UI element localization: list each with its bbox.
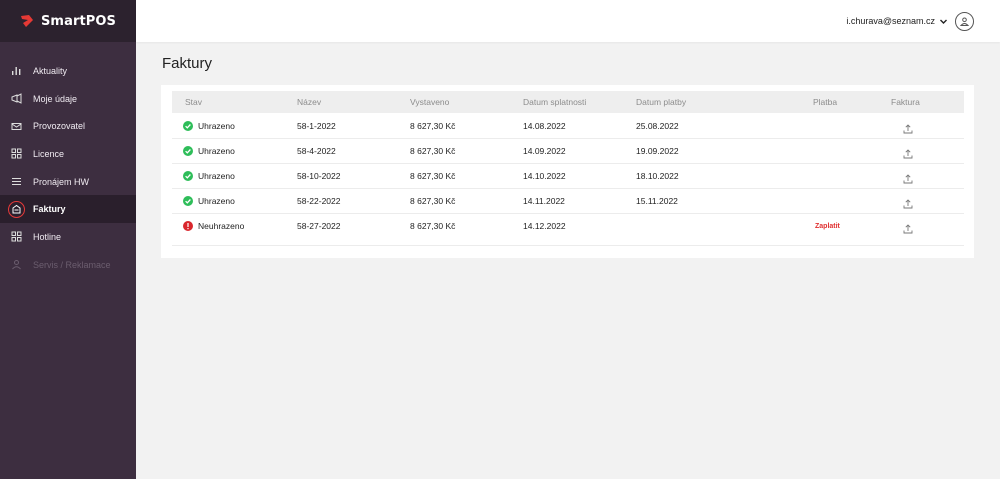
check-circle-icon xyxy=(183,170,193,181)
avatar[interactable] xyxy=(955,11,974,31)
sidebar-item-label: Faktury xyxy=(33,204,66,215)
download-invoice-icon[interactable] xyxy=(903,171,913,184)
table-row: Neuhrazeno 58-27-2022 8 627,30 Kč 14.12.… xyxy=(172,214,964,246)
sidebar-item-licence[interactable]: Licence xyxy=(0,140,136,168)
sidebar-item-moje-udaje[interactable]: Moje údaje xyxy=(0,85,136,113)
sidebar-item-label: Servis / Reklamace xyxy=(33,259,111,270)
error-circle-icon xyxy=(183,220,193,231)
page-title: Faktury xyxy=(162,55,213,72)
sidebar-item-provozovatel[interactable]: Provozovatel xyxy=(0,112,136,140)
person-icon xyxy=(10,258,23,271)
amount-cell: 8 627,30 Kč xyxy=(410,221,456,231)
status-cell: Uhrazeno xyxy=(183,164,235,189)
download-invoice-icon[interactable] xyxy=(903,146,913,159)
sidebar: SmartPOS Aktuality Moje údaje Provozovat… xyxy=(0,0,136,479)
list-icon xyxy=(10,175,23,188)
download-invoice-icon[interactable] xyxy=(903,121,913,134)
column-header-nazev: Název xyxy=(297,97,322,107)
grid-icon xyxy=(10,147,23,160)
status-cell: Neuhrazeno xyxy=(183,214,244,239)
sidebar-item-label: Aktuality xyxy=(33,65,68,76)
sidebar-item-label: Pronájem HW xyxy=(33,176,90,187)
column-header-datum-platby: Datum platby xyxy=(636,97,687,107)
brand-name: SmartPOS xyxy=(40,13,117,29)
user-email[interactable]: i.churava@seznam.cz xyxy=(846,16,935,26)
chevron-down-icon[interactable] xyxy=(939,17,948,26)
sidebar-item-label: Moje údaje xyxy=(33,93,78,104)
column-header-faktura: Faktura xyxy=(891,97,920,107)
column-header-datum-splatnosti: Datum splatnosti xyxy=(523,97,587,107)
paid-date-cell: 19.09.2022 xyxy=(636,146,679,156)
sidebar-item-servis-reklamace: Servis / Reklamace xyxy=(0,251,136,279)
amount-cell: 8 627,30 Kč xyxy=(410,196,456,206)
invoices-card: Stav Název Vystaveno Datum splatnosti Da… xyxy=(161,85,974,258)
sidebar-item-hotline[interactable]: Hotline xyxy=(0,223,136,251)
download-invoice-icon[interactable] xyxy=(903,196,913,209)
amount-cell: 8 627,30 Kč xyxy=(410,121,456,131)
sidebar-item-label: Provozovatel xyxy=(33,121,86,132)
table-row: Uhrazeno 58-22-2022 8 627,30 Kč 14.11.20… xyxy=(172,189,964,214)
paid-date-cell: 18.10.2022 xyxy=(636,171,679,181)
logo[interactable]: SmartPOS xyxy=(0,0,136,42)
download-invoice-icon[interactable] xyxy=(903,221,913,234)
name-cell: 58-27-2022 xyxy=(297,221,341,231)
amount-cell: 8 627,30 Kč xyxy=(410,146,456,156)
name-cell: 58-22-2022 xyxy=(297,196,341,206)
name-cell: 58-1-2022 xyxy=(297,121,336,131)
due-date-cell: 14.09.2022 xyxy=(523,146,566,156)
sidebar-item-faktury[interactable]: Faktury xyxy=(0,195,136,224)
mail-icon xyxy=(10,120,23,133)
paid-date-cell: 15.11.2022 xyxy=(636,196,678,206)
megaphone-icon xyxy=(10,92,23,105)
due-date-cell: 14.10.2022 xyxy=(523,171,566,181)
status-cell: Uhrazeno xyxy=(183,114,235,139)
due-date-cell: 14.12.2022 xyxy=(523,221,566,231)
bar-chart-icon xyxy=(10,64,23,77)
invoice-icon xyxy=(8,200,25,218)
column-header-vystaveno: Vystaveno xyxy=(410,97,450,107)
status-cell: Uhrazeno xyxy=(183,139,235,164)
sidebar-item-label: Licence xyxy=(33,148,65,159)
check-circle-icon xyxy=(183,195,193,206)
check-circle-icon xyxy=(183,145,193,156)
table-row: Uhrazeno 58-4-2022 8 627,30 Kč 14.09.202… xyxy=(172,139,964,164)
table-row: Uhrazeno 58-10-2022 8 627,30 Kč 14.10.20… xyxy=(172,164,964,189)
sidebar-item-pronajem-hw[interactable]: Pronájem HW xyxy=(0,168,136,196)
due-date-cell: 14.08.2022 xyxy=(523,121,566,131)
name-cell: 58-4-2022 xyxy=(297,146,336,156)
smartpos-logo-icon xyxy=(20,14,34,28)
sidebar-item-aktuality[interactable]: Aktuality xyxy=(0,57,136,85)
sidebar-item-label: Hotline xyxy=(33,231,62,242)
check-circle-icon xyxy=(183,120,193,131)
column-header-platba: Platba xyxy=(813,97,838,107)
sidebar-nav: Aktuality Moje údaje Provozovatel Licenc… xyxy=(0,57,136,279)
column-header-stav: Stav xyxy=(185,97,203,107)
paid-date-cell: 25.08.2022 xyxy=(636,121,679,131)
top-bar: i.churava@seznam.cz xyxy=(136,0,1000,42)
apps-icon xyxy=(10,230,23,243)
amount-cell: 8 627,30 Kč xyxy=(410,171,456,181)
pay-button[interactable]: Zaplatit xyxy=(815,223,840,230)
table-header: Stav Název Vystaveno Datum splatnosti Da… xyxy=(172,91,964,113)
due-date-cell: 14.11.2022 xyxy=(523,196,565,206)
table-row: Uhrazeno 58-1-2022 8 627,30 Kč 14.08.202… xyxy=(172,114,964,139)
status-cell: Uhrazeno xyxy=(183,189,235,214)
user-icon xyxy=(959,17,970,26)
name-cell: 58-10-2022 xyxy=(297,171,341,181)
